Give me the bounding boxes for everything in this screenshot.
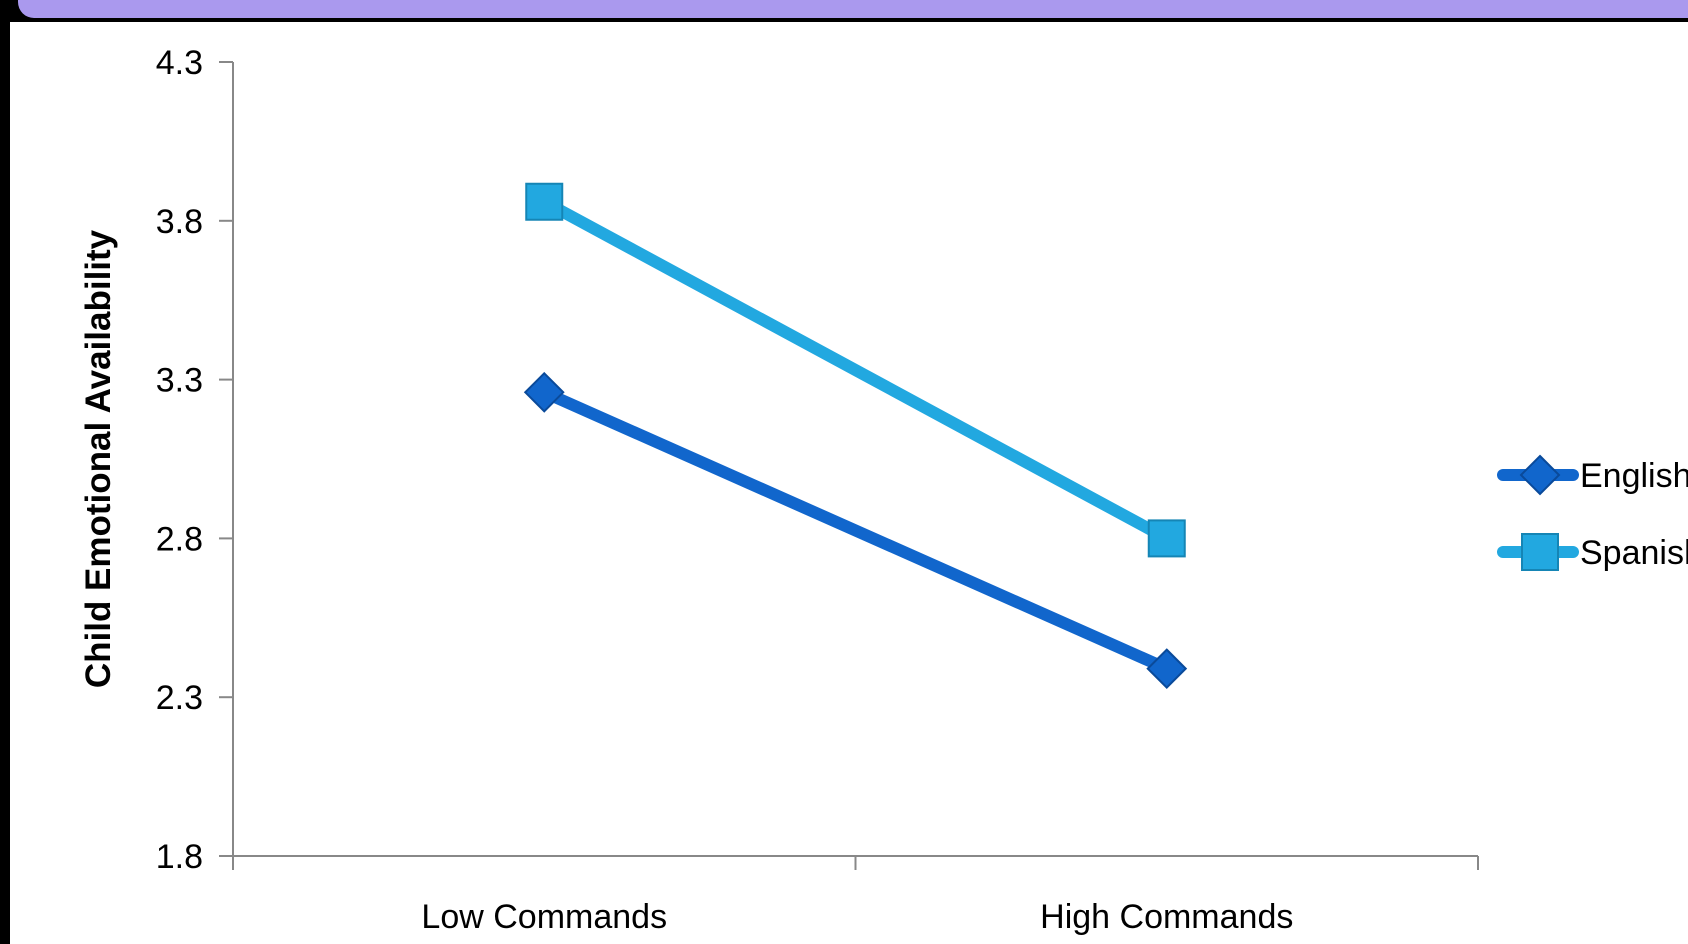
- x-tick-label: Low Commands: [421, 898, 667, 936]
- y-tick-label: 3.3: [156, 362, 203, 400]
- legend-label: English: [1580, 457, 1688, 495]
- y-tick-label: 3.8: [156, 203, 203, 241]
- series-english: [523, 371, 1188, 690]
- x-tick-label: High Commands: [1040, 898, 1293, 936]
- series-spanish: [525, 182, 1186, 558]
- data-point-english: [1146, 648, 1188, 690]
- chart-panel: 1.8 2.3 2.8 3.3 3.8 4.3 Low Commands High Comm…: [10, 22, 1688, 944]
- legend-item-spanish: Spanish: [1497, 533, 1688, 572]
- series-group: [523, 182, 1188, 690]
- y-tick-label: 2.3: [156, 679, 203, 717]
- legend-label: Spanish: [1580, 534, 1688, 572]
- y-tick-labels: 1.8 2.3 2.8 3.3 3.8 4.3: [156, 44, 203, 876]
- data-point-english: [523, 371, 565, 413]
- legend: English Spanish: [1497, 454, 1688, 572]
- data-point-spanish: [525, 182, 564, 221]
- data-point-spanish: [1147, 519, 1186, 558]
- title-banner: [18, 0, 1688, 18]
- y-tick-label: 2.8: [156, 520, 203, 558]
- legend-item-english: English: [1497, 454, 1688, 496]
- chart-axes: [219, 61, 1479, 870]
- x-tick-labels: Low Commands High Commands: [421, 898, 1293, 936]
- y-tick-label: 1.8: [156, 838, 203, 876]
- legend-swatch-marker: [1521, 533, 1559, 571]
- y-tick-label: 4.3: [156, 44, 203, 82]
- series-line-english: [538, 386, 1173, 675]
- series-line-spanish: [538, 195, 1173, 545]
- legend-swatch-marker: [1519, 454, 1561, 496]
- y-axis-label: Child Emotional Availability: [79, 229, 118, 688]
- line-chart: 1.8 2.3 2.8 3.3 3.8 4.3 Low Commands High Comm…: [79, 44, 1688, 936]
